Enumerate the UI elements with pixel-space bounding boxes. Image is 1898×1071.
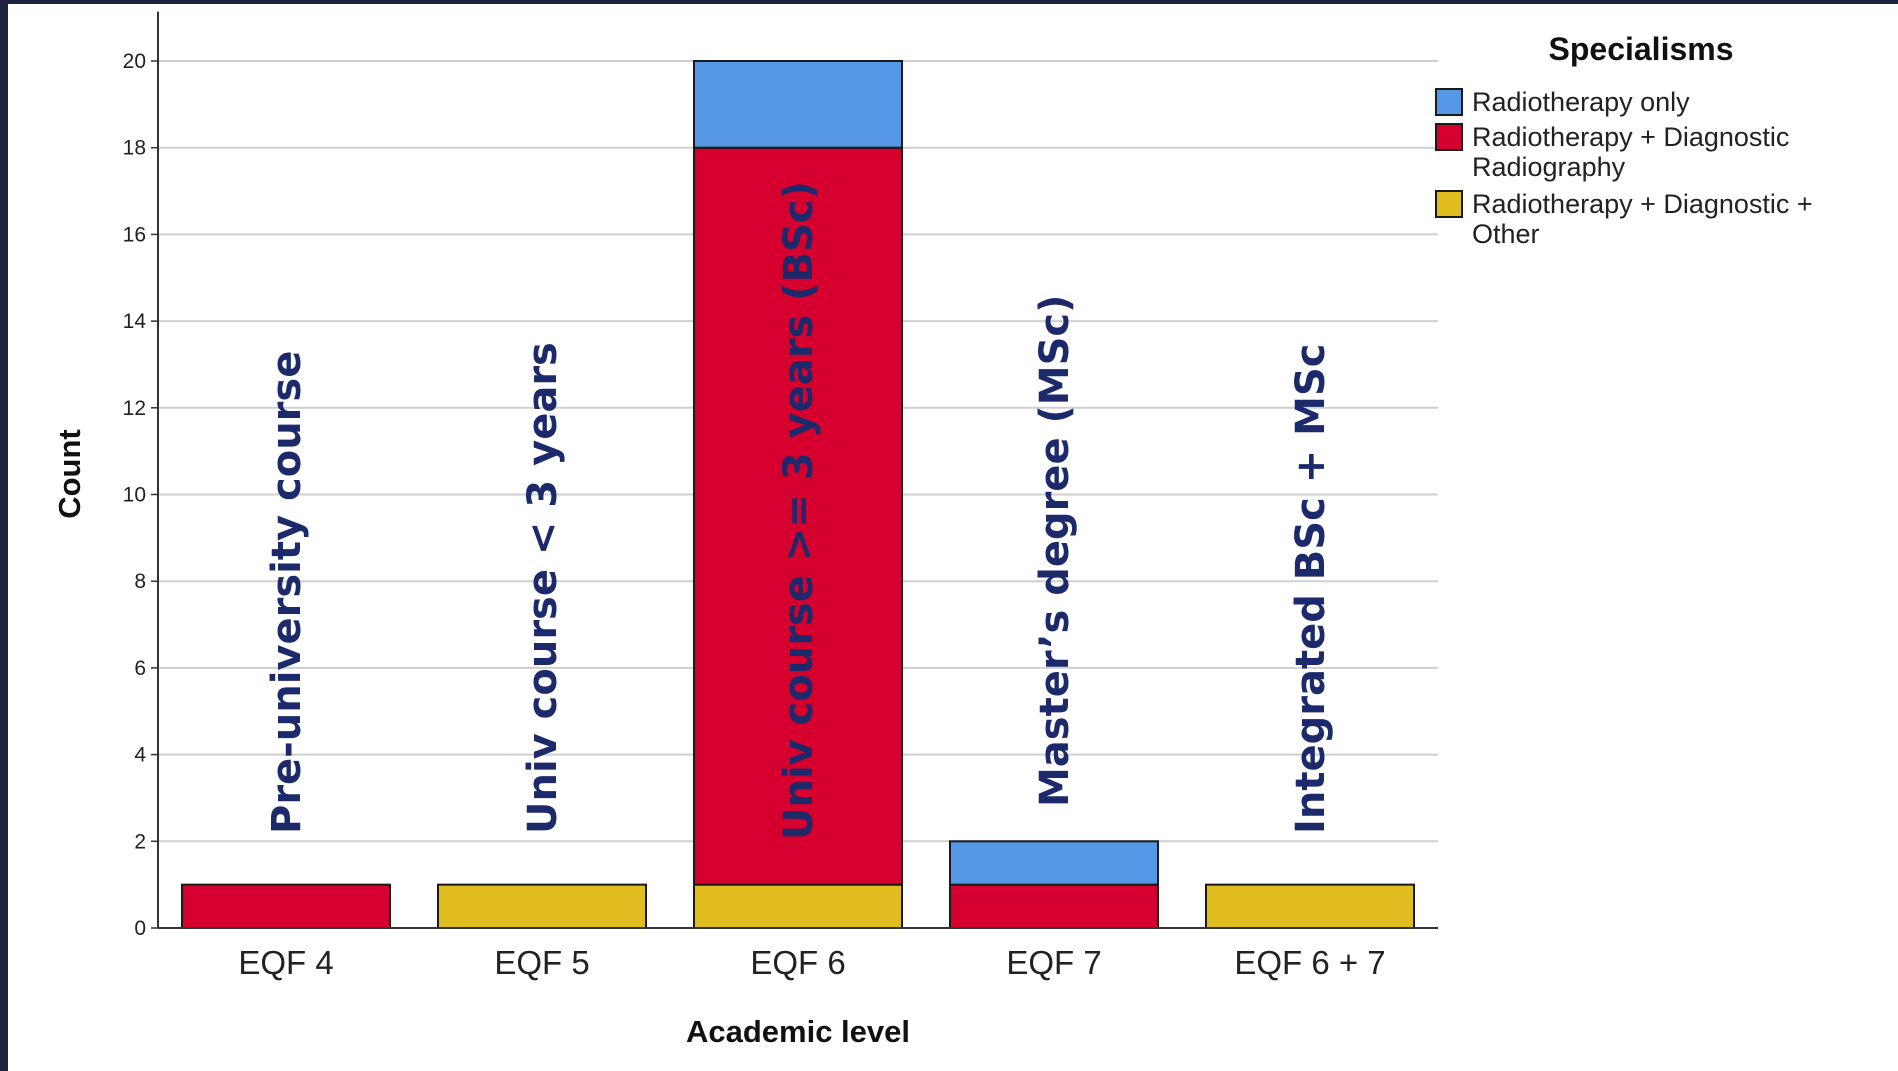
y-tick-labels: 0 2 4 6 8 10 12 14 16 18 20: [123, 50, 158, 940]
axes: [157, 11, 1438, 929]
legend-title: Specialisms: [1549, 31, 1734, 67]
bar-annotation: Univ course < 3 years: [520, 342, 566, 834]
legend-swatch: [1435, 123, 1463, 151]
y-tick-label: 12: [123, 397, 146, 420]
bar-annotation: Integrated BSc + MSc: [1288, 344, 1334, 834]
legend-swatch: [1435, 88, 1463, 116]
bar-annotation: Pre-university course: [264, 351, 310, 834]
x-category-label: EQF 6 + 7: [1234, 944, 1385, 981]
legend: Specialisms Radiotherapy only Radiotherap…: [1435, 31, 1813, 249]
y-tick-label: 10: [123, 484, 146, 507]
legend-label: Radiography: [1472, 152, 1626, 182]
x-category-label: EQF 4: [238, 944, 333, 981]
y-tick-label: 8: [134, 570, 146, 593]
bar-annotation: Univ course >= 3 years (BSc): [776, 181, 822, 840]
chart-frame: 0 2 4 6 8 10 12 14 16 18 20 EQF 4 EQF 5 EQF 6 EQF 7 EQ…: [8, 4, 1898, 1071]
bar-annotations: Pre-university course Univ course < 3 yea…: [264, 181, 1334, 840]
x-category-label: EQF 7: [1006, 944, 1101, 981]
x-category-label: EQF 5: [494, 944, 589, 981]
legend-swatch: [1435, 190, 1463, 218]
y-tick-label: 4: [134, 744, 146, 767]
y-tick-label: 2: [134, 830, 146, 853]
y-axis-title: Count: [52, 429, 87, 519]
bar-segment: [181, 883, 391, 930]
legend-label: Other: [1472, 219, 1540, 249]
y-tick-label: 0: [134, 917, 146, 940]
legend-label: Radiotherapy + Diagnostic: [1472, 122, 1789, 152]
legend-label: Radiotherapy + Diagnostic +: [1472, 189, 1813, 219]
y-tick-label: 16: [123, 223, 146, 246]
bar-segment: [693, 146, 903, 886]
bar-segment: [949, 840, 1159, 886]
y-tick-label: 6: [134, 657, 146, 680]
y-tick-label: 18: [123, 137, 146, 160]
bar-annotation: Master’s degree (MSc): [1032, 295, 1078, 807]
x-axis-title: Academic level: [686, 1014, 910, 1049]
x-category-labels: EQF 4 EQF 5 EQF 6 EQF 7 EQF 6 + 7: [238, 944, 1385, 981]
legend-label: Radiotherapy only: [1472, 87, 1690, 117]
bar-segment: [437, 883, 647, 930]
y-tick-label: 20: [123, 50, 146, 73]
bar-segment: [693, 883, 903, 930]
y-tick-label: 14: [123, 310, 147, 333]
x-category-label: EQF 6: [750, 944, 845, 981]
bar-segment: [949, 883, 1159, 930]
bar-segment: [693, 60, 903, 149]
bar-segment: [1205, 883, 1415, 930]
